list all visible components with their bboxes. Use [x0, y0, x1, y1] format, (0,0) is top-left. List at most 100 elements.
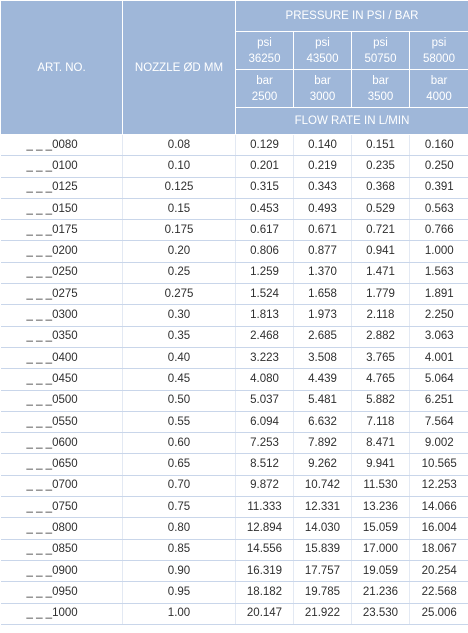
nozzle-cell: 0.15	[122, 198, 236, 221]
art-no-cell: _ _ _0700	[0, 475, 123, 498]
art-no-cell: _ _ _0600	[0, 432, 123, 455]
flow-rate-cell: 13.236	[351, 496, 410, 519]
nozzle-cell: 0.125	[122, 177, 236, 199]
bar-unit-label: bar	[256, 74, 273, 87]
art-no-cell: _ _ _0800	[0, 517, 123, 540]
flow-rate-cell: 7.253	[235, 432, 294, 455]
flow-rate-cell: 2.468	[235, 326, 294, 348]
header-art-no: ART. NO.	[0, 0, 123, 135]
flow-rate-cell: 9.262	[293, 453, 352, 476]
table-header: ART. NO. NOZZLE ØD MM PRESSURE IN PSI / …	[0, 0, 468, 135]
art-no-cell: _ _ _0150	[0, 198, 123, 221]
flow-rate-cell: 4.001	[409, 347, 468, 370]
flow-rate-cell: 17.000	[351, 539, 410, 561]
header-psi-2: psi 43500	[293, 31, 352, 70]
nozzle-cell: 0.40	[122, 347, 236, 370]
psi-unit-label: psi	[315, 36, 330, 49]
nozzle-cell: 0.70	[122, 475, 236, 498]
nozzle-cell: 0.20	[122, 240, 236, 263]
art-no-cell: _ _ _0900	[0, 560, 123, 583]
flow-rate-cell: 1.370	[293, 262, 352, 285]
flow-rate-cell: 15.059	[351, 517, 410, 540]
table-row: _ _ _0200 0.20 0.806 0.877 0.941 1.000	[0, 240, 468, 263]
table-row: _ _ _1000 1.00 20.147 21.922 23.530 25.006	[0, 603, 468, 625]
flow-rate-cell: 1.000	[409, 240, 468, 263]
flow-rate-cell: 0.129	[235, 134, 294, 157]
header-bar-1: bar 2500	[235, 69, 294, 108]
flow-rate-cell: 16.319	[235, 560, 294, 583]
flow-rate-cell: 0.453	[235, 198, 294, 221]
flow-rate-cell: 0.235	[351, 155, 410, 178]
flow-rate-cell: 0.391	[409, 177, 468, 199]
flow-rate-cell: 21.922	[293, 603, 352, 625]
psi-value: 36250	[248, 52, 281, 65]
flow-rate-cell: 1.471	[351, 262, 410, 285]
nozzle-cell: 0.80	[122, 517, 236, 540]
nozzle-cell: 0.45	[122, 368, 236, 391]
flow-rate-cell: 0.617	[235, 219, 294, 242]
flow-rate-cell: 14.066	[409, 496, 468, 519]
flow-rate-cell: 19.785	[293, 581, 352, 604]
flow-rate-cell: 1.973	[293, 304, 352, 327]
bar-value: 4000	[426, 90, 452, 103]
flow-rate-cell: 0.529	[351, 198, 410, 221]
flow-rate-cell: 16.004	[409, 517, 468, 540]
flow-rate-cell: 1.259	[235, 262, 294, 285]
nozzle-cell: 0.25	[122, 262, 236, 285]
flow-rate-cell: 0.160	[409, 134, 468, 157]
header-bar-3: bar 3500	[351, 69, 410, 108]
flow-rate-cell: 6.251	[409, 390, 468, 412]
flow-rate-cell: 1.779	[351, 283, 410, 306]
flow-rate-cell: 5.882	[351, 390, 410, 412]
art-no-cell: _ _ _0125	[0, 177, 123, 199]
art-no-cell: _ _ _0500	[0, 390, 123, 412]
flow-rate-cell: 8.512	[235, 453, 294, 476]
header-row-flow: FLOW RATE IN L/MIN	[1, 107, 468, 135]
flow-rate-cell: 5.037	[235, 390, 294, 412]
art-no-cell: _ _ _0400	[0, 347, 123, 370]
art-no-cell: _ _ _0550	[0, 411, 123, 434]
table-row: _ _ _0950 0.95 18.182 19.785 21.236 22.568	[0, 581, 468, 604]
table-row: _ _ _0900 0.90 16.319 17.757 19.059 20.254	[0, 560, 468, 583]
bar-value: 3500	[367, 90, 394, 103]
header-bar-4: bar 4000	[409, 69, 468, 108]
header-flow-rate: FLOW RATE IN L/MIN	[235, 107, 468, 135]
flow-rate-cell: 6.094	[235, 411, 294, 434]
header-psi-1: psi 36250	[235, 31, 294, 70]
psi-value: 58000	[423, 52, 455, 65]
flow-rate-cell: 0.151	[351, 134, 410, 157]
nozzle-cell: 0.30	[122, 304, 236, 327]
art-no-cell: _ _ _0175	[0, 219, 123, 242]
flow-rate-cell: 2.882	[351, 326, 410, 348]
flow-rate-cell: 3.223	[235, 347, 294, 370]
table-row: _ _ _0450 0.45 4.080 4.439 4.765 5.064	[0, 368, 468, 391]
flow-rate-cell: 12.894	[235, 517, 294, 540]
flow-rate-cell: 22.568	[409, 581, 468, 604]
flow-rate-cell: 12.253	[409, 475, 468, 498]
bar-unit-label: bar	[372, 74, 389, 87]
flow-rate-cell: 0.563	[409, 198, 468, 221]
flow-rate-cell: 3.508	[293, 347, 352, 370]
header-bar-2: bar 3000	[293, 69, 352, 108]
flow-rate-cell: 2.685	[293, 326, 352, 348]
table-row: _ _ _0850 0.85 14.556 15.839 17.000 18.067	[0, 539, 468, 561]
flow-rate-cell: 1.891	[409, 283, 468, 306]
flow-rate-cell: 23.530	[351, 603, 410, 625]
nozzle-cell: 0.08	[122, 134, 236, 157]
flow-rate-cell: 17.757	[293, 560, 352, 583]
flow-rate-cell: 0.806	[235, 240, 294, 263]
flow-rate-cell: 4.080	[235, 368, 294, 391]
flow-rate-cell: 11.333	[235, 496, 294, 519]
bar-unit-label: bar	[430, 74, 448, 87]
flow-rate-cell: 0.368	[351, 177, 410, 199]
nozzle-cell: 1.00	[122, 603, 236, 625]
flow-rate-cell: 9.941	[351, 453, 410, 476]
table-row: _ _ _0250 0.25 1.259 1.370 1.471 1.563	[0, 262, 468, 285]
flow-rate-cell: 20.147	[235, 603, 294, 625]
header-nozzle: NOZZLE ØD MM	[122, 0, 236, 135]
header-row-psi: psi 36250 psi 43500 psi 50750 psi 58000	[1, 31, 468, 70]
art-no-cell: _ _ _0750	[0, 496, 123, 519]
flow-rate-cell: 15.839	[293, 539, 352, 561]
header-psi-3: psi 50750	[351, 31, 410, 70]
nozzle-cell: 0.65	[122, 453, 236, 476]
